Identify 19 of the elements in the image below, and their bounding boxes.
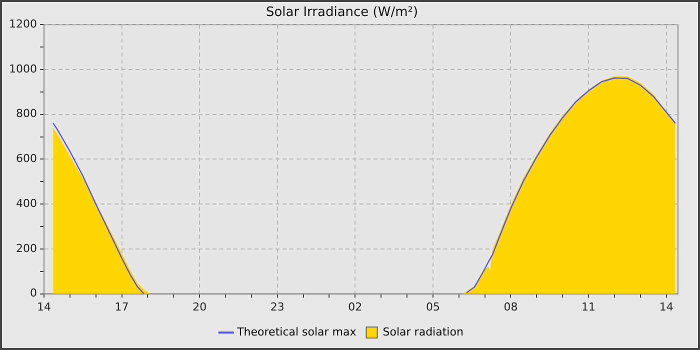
x-tick-label: 05 [426,300,440,314]
y-tick-label: 200 [16,242,37,255]
x-tick-label: 14 [36,300,51,314]
x-tick-label: 20 [192,300,207,314]
x-tick-label: 02 [348,300,362,314]
legend-label: Solar radiation [382,325,464,338]
x-tick-label: 17 [114,300,129,314]
y-tick-label: 1000 [8,62,37,76]
y-tick-label: 400 [16,196,37,210]
y-tick-label: 800 [16,107,37,120]
x-tick-label: 11 [582,300,596,314]
chart-title: Solar Irradiance (W/m²) [266,5,418,20]
y-tick-label: 600 [16,152,37,166]
y-tick-label: 1200 [8,17,37,30]
legend-label: Theoretical solar max [236,325,357,338]
x-tick-label: 23 [270,300,284,314]
x-tick-label: 08 [504,300,518,314]
y-tick-label: 0 [30,286,37,300]
x-tick-label: 14 [659,300,674,314]
